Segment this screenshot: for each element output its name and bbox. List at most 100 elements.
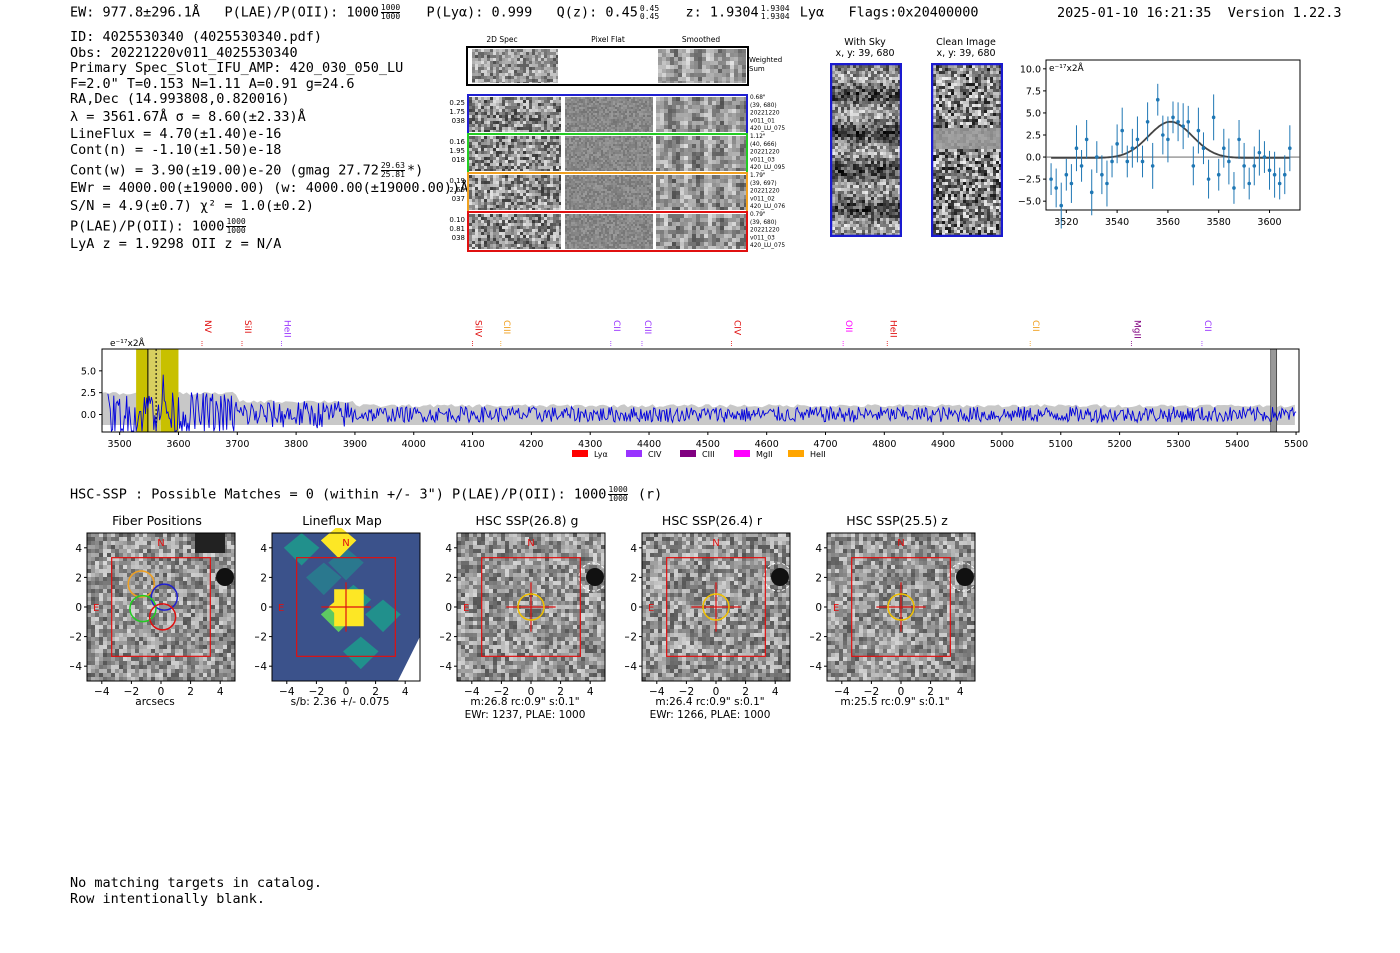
fiber-row-right-label: 20221220 (750, 111, 780, 117)
cutout-ytick-label: −2 (810, 632, 822, 644)
header-z: z: 1.9304 (686, 5, 759, 21)
fit-data-point (1181, 124, 1185, 128)
cutout-ytick-label: −4 (255, 661, 267, 673)
east-marker: E (648, 603, 654, 614)
info-lya: LyA z = 1.9298 OII z = N/A (70, 237, 468, 253)
cutout-image-3: NE420−2−4−4 −2 0 2 4 (625, 528, 800, 698)
weighted-sum-row (467, 47, 748, 85)
legend-label: CIV (648, 450, 662, 459)
fit-xtick-label: 3600 (1257, 217, 1281, 228)
fiber-row-left-label: 1.95 (449, 147, 465, 155)
fiber-row-left-label: 0.16 (449, 138, 465, 146)
spectrum-xtick-label: 4600 (755, 439, 779, 450)
north-marker: N (157, 538, 164, 549)
footer-line-2: Row intentionally blank. (70, 892, 322, 908)
cutout-title-4: HSC SSP(25.5) z (822, 513, 972, 528)
info-id: ID: 4025530340 (4025530340.pdf) (70, 30, 468, 46)
cutout-image-2: NE420−2−4−4 −2 0 2 4 (440, 528, 615, 698)
east-marker: E (278, 603, 284, 614)
fiber-row-right-label: v011_01 (750, 118, 775, 124)
fiber-rows: 0.251.750380.68"(39, 680)20221220v011_01… (449, 95, 785, 251)
fit-data-point (1202, 146, 1206, 150)
emission-fit-plot: 10.07.55.02.50.0−2.5−5.03520 3540 3560 3580… (1010, 52, 1340, 232)
cutout-title-1: Lineflux Map (267, 513, 417, 528)
fiber-row-right-label: v011_03 (750, 235, 775, 241)
fit-data-point (1176, 120, 1180, 124)
spectrum-xtick-label: 5500 (1284, 439, 1308, 450)
fit-data-point (1125, 160, 1129, 164)
fiber-row-right-label: (39, 697) (750, 181, 777, 187)
fit-data-point (1156, 98, 1160, 102)
cutout-ytick-label: 4 (815, 543, 822, 555)
emission-line-label: NV (202, 320, 212, 334)
fit-data-point (1197, 129, 1201, 133)
info-primary: Primary Spec_Slot_IFU_AMP: 420_030_050_L… (70, 61, 468, 77)
fiber-row-left-label: 0.19 (449, 177, 465, 185)
cutout-ytick-label: −4 (625, 661, 637, 673)
fit-data-point (1207, 177, 1211, 181)
header-version: Version 1.22.3 (1228, 5, 1342, 21)
fit-xtick-label: 3540 (1105, 217, 1129, 228)
weighted-sum-label-1: Weighted (749, 56, 782, 64)
cutout-ytick-label: 2 (630, 572, 637, 584)
footer-notes: No matching targets in catalog. Row inte… (70, 876, 322, 907)
fit-data-point (1161, 133, 1165, 137)
spectrum-xtick-label: 4000 (402, 439, 426, 450)
fiber-spectra-svg: 2D Spec Pixel Flat Smoothed 0.251.750380… (440, 30, 800, 260)
fit-data-point (1237, 138, 1241, 142)
legend-swatch (788, 450, 804, 457)
cutout-ytick-label: 4 (260, 543, 267, 555)
north-marker: N (342, 538, 349, 549)
fit-data-point (1278, 182, 1282, 186)
legend-label: CIII (702, 450, 715, 459)
header-zline: Lyα (800, 5, 824, 21)
header-z-frac: 1.9304 1.9304 (761, 5, 790, 21)
fiber-row-0: 0.251.750380.68"(39, 680)20221220v011_01… (449, 95, 785, 134)
cutout-ytick-label: 0 (630, 602, 637, 614)
cutout-ytick-label: 0 (260, 602, 267, 614)
fit-ytick-label: −5.0 (1018, 197, 1041, 208)
fiber-spectra-panel: 2D Spec Pixel Flat Smoothed 0.25 1.75 038 0… (440, 30, 800, 260)
fit-data-point (1120, 129, 1124, 133)
spectrum-xtick-label: 5300 (1166, 439, 1190, 450)
east-marker: E (463, 603, 469, 614)
spectrum-xtick-label: 3900 (343, 439, 367, 450)
fiber-row-right-label: 420_LU_075 (750, 126, 785, 132)
fit-data-point (1059, 204, 1063, 208)
legend-label: MgII (756, 450, 773, 459)
header-plae: P(LAE)/P(OII): 1000 (224, 5, 378, 21)
fit-data-point (1288, 146, 1292, 150)
fiber-row-left-label: 0.10 (449, 216, 465, 224)
fit-ytick-label: 0.0 (1026, 153, 1041, 164)
fit-data-point (1080, 164, 1084, 168)
fit-data-point (1252, 164, 1256, 168)
fit-data-point (1100, 173, 1104, 177)
cutout-ytick-label: 2 (75, 572, 82, 584)
info-fit: F=2.0" T=0.153 N=1.11 A=0.91 g=24.6 (70, 77, 468, 93)
fiber-row-right-label: 1.12" (750, 134, 766, 140)
fit-data-point (1105, 182, 1109, 186)
cutout-ytick-label: 4 (445, 543, 452, 555)
clean-image-title: Clean Image x, y: 39, 680 (925, 37, 1007, 59)
cutout-caption-2: m:26.8 rc:0.9" s:0.1" (450, 696, 600, 708)
spectrum-xtick-label: 4700 (813, 439, 837, 450)
cutout-ytick-label: 0 (445, 602, 452, 614)
fit-ytick-label: 5.0 (1026, 108, 1041, 119)
spectrum-ytick-label: 2.5 (81, 388, 96, 399)
catalog-matches-line: HSC-SSP : Possible Matches = 0 (within +… (70, 486, 662, 503)
spectrum-xtick-label: 5000 (990, 439, 1014, 450)
fit-data-point (1166, 138, 1170, 142)
fit-data-point (1268, 168, 1272, 172)
spectrum-unit-label: e⁻¹⁷x2Å (110, 337, 146, 349)
spectrum-xtick-label: 3700 (225, 439, 249, 450)
fit-ytick-label: 7.5 (1026, 86, 1041, 97)
spectrum-xtick-label: 3500 (108, 439, 132, 450)
emission-line-label: OII (843, 320, 853, 332)
spectrum-xtick-label: 3600 (166, 439, 190, 450)
fiber-row-right-label: v011_02 (750, 196, 775, 202)
info-lambda: λ = 3561.67Å σ = 8.60(±2.33)Å (70, 110, 468, 126)
spectrum-xtick-label: 4800 (872, 439, 896, 450)
footer-line-1: No matching targets in catalog. (70, 876, 322, 892)
emission-line-label: HeII (281, 320, 291, 338)
header-qz: Q(z): 0.45 (557, 5, 638, 21)
